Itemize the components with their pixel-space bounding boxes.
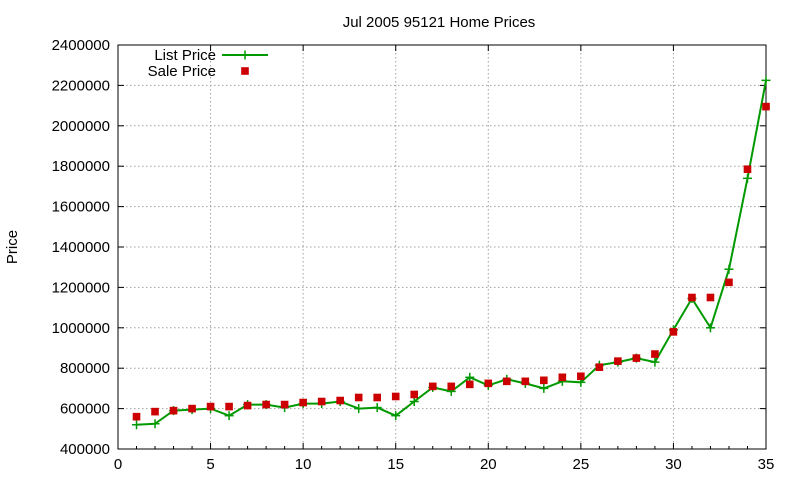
data-point-sale-price	[151, 407, 159, 416]
data-point-sale-price	[410, 390, 419, 399]
series-sale-price	[132, 102, 770, 421]
data-point-sale-price	[706, 293, 715, 302]
data-point-sale-price	[688, 293, 696, 302]
data-point-sale-price	[391, 392, 400, 401]
data-point-list-price	[391, 411, 401, 421]
data-point-sale-price	[336, 396, 344, 405]
data-point-list-price	[761, 75, 771, 85]
x-tick-label: 15	[387, 456, 404, 473]
data-point-sale-price	[447, 382, 456, 391]
data-point-sale-price	[188, 404, 196, 413]
data-point-sale-price	[373, 393, 381, 402]
data-point-list-price	[724, 264, 734, 274]
data-point-sale-price	[225, 402, 233, 411]
x-tick-label: 10	[295, 456, 312, 473]
data-point-sale-price	[262, 400, 270, 409]
data-point-list-price	[354, 404, 364, 414]
data-point-list-price	[705, 323, 715, 333]
x-tick-label: 20	[480, 456, 497, 473]
y-tick-label: 2200000	[52, 77, 110, 94]
y-axis-label: Price	[4, 230, 21, 264]
y-tick-label: 1200000	[52, 279, 110, 296]
data-point-sale-price	[743, 165, 752, 174]
x-tick-label: 30	[665, 456, 682, 473]
data-point-sale-price	[762, 102, 770, 111]
data-point-sale-price	[614, 357, 622, 365]
y-tick-label: 1800000	[52, 158, 110, 175]
data-point-sale-price	[595, 363, 604, 371]
data-point-sale-price	[725, 278, 733, 287]
data-point-list-price	[150, 419, 160, 429]
legend-marker-sale-price	[241, 67, 249, 75]
data-point-sale-price	[632, 354, 641, 362]
x-tick-label: 0	[114, 456, 122, 473]
data-point-sale-price	[503, 377, 511, 386]
data-point-sale-price	[132, 412, 141, 421]
x-tick-label: 25	[573, 456, 590, 473]
data-point-list-price	[539, 383, 549, 393]
series-list-price	[132, 75, 771, 430]
data-point-list-price	[409, 397, 419, 407]
data-point-sale-price	[206, 402, 215, 411]
data-point-sale-price	[669, 328, 678, 336]
data-point-list-price	[465, 372, 475, 382]
data-point-list-price	[132, 420, 142, 430]
data-point-sale-price	[299, 398, 307, 407]
data-point-sale-price	[280, 400, 289, 409]
data-point-list-price	[224, 411, 234, 421]
data-point-list-price	[372, 403, 382, 413]
data-point-sale-price	[169, 406, 178, 415]
series-group	[132, 75, 771, 430]
legend-label-sale-price: Sale Price	[148, 63, 216, 80]
data-point-sale-price	[428, 382, 437, 391]
legend-label-list-price: List Price	[154, 47, 216, 64]
data-point-sale-price	[317, 397, 326, 406]
series-line-list-price	[136, 80, 767, 426]
x-tick-label: 5	[206, 456, 214, 473]
data-point-sale-price	[243, 401, 252, 410]
data-point-sale-price	[521, 377, 530, 386]
data-point-sale-price	[558, 373, 567, 382]
x-axis-ticks: 0 5 10 15 20 25 30 35	[114, 45, 775, 473]
y-tick-label: 2000000	[52, 118, 110, 135]
data-point-sale-price	[484, 379, 493, 388]
x-tick-label: 35	[758, 456, 775, 473]
data-point-sale-price	[465, 380, 474, 389]
y-tick-label: 1400000	[52, 239, 110, 256]
y-tick-label: 2400000	[52, 37, 110, 54]
y-tick-label: 1000000	[52, 320, 110, 337]
y-tick-label: 400000	[60, 441, 110, 458]
data-point-sale-price	[651, 350, 659, 358]
y-axis-ticks: 400000 600000 800000 1000000 1200000 1400000 1…	[52, 37, 766, 458]
y-tick-label: 800000	[60, 360, 110, 377]
chart-title: Jul 2005 95121 Home Prices	[343, 14, 536, 31]
y-tick-label: 600000	[60, 401, 110, 418]
data-point-sale-price	[354, 393, 363, 402]
y-tick-label: 1600000	[52, 199, 110, 216]
data-point-sale-price	[540, 376, 548, 385]
data-point-list-price	[650, 357, 660, 367]
data-point-list-price	[742, 173, 752, 183]
data-point-sale-price	[577, 372, 585, 381]
